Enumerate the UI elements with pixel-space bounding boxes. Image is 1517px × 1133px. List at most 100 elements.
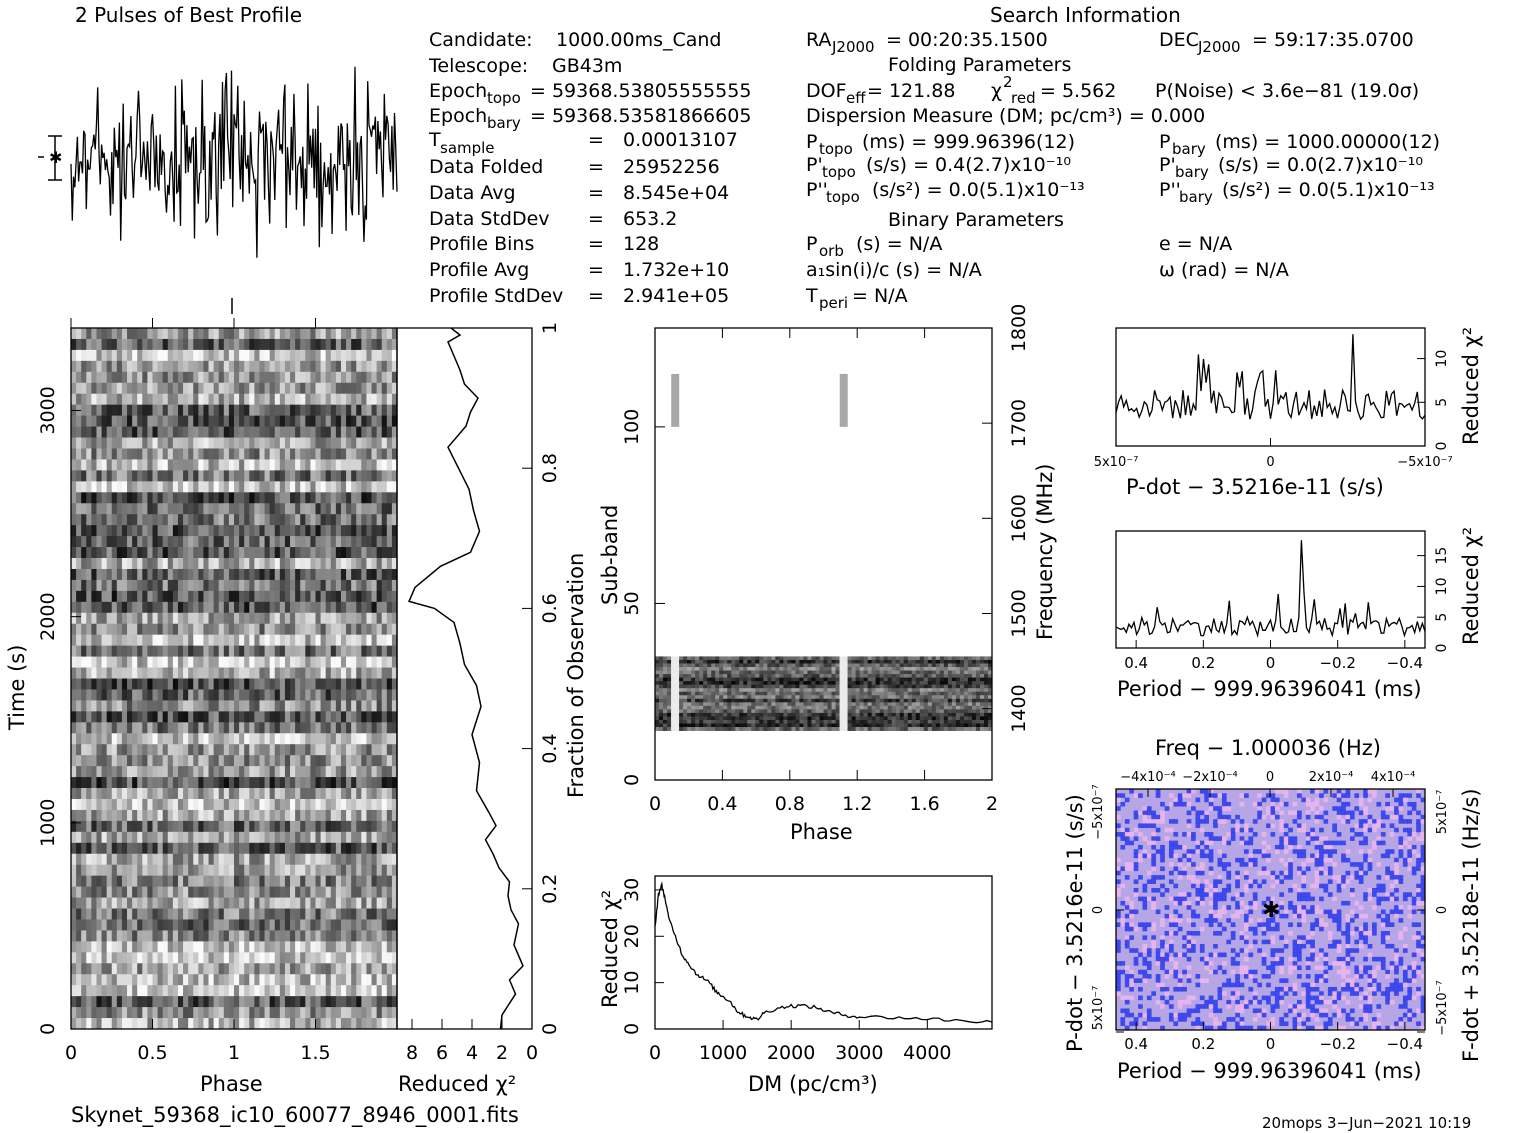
time-phase-cell	[356, 930, 362, 942]
time-phase-cell	[152, 744, 158, 756]
time-phase-cell	[76, 941, 82, 953]
pddtopo-sub: topo	[826, 188, 860, 206]
time-phase-cell	[91, 952, 97, 964]
time-phase-cell	[284, 503, 291, 515]
time-phase-cell	[167, 328, 174, 340]
time-phase-cell	[106, 634, 113, 647]
subband-cell	[951, 659, 957, 664]
time-phase-cell	[198, 744, 204, 756]
subband-cell	[795, 659, 800, 664]
time-phase-cell	[310, 481, 316, 493]
time-phase-cell	[330, 590, 337, 603]
info-value: 0.00013107	[623, 129, 738, 151]
time-phase-cell	[325, 393, 332, 406]
time-phase-cell	[132, 437, 138, 449]
time-phase-cell	[259, 481, 265, 493]
time-phase-cell	[290, 415, 296, 427]
time-phase-cell	[290, 492, 296, 504]
time-phase-cell	[290, 919, 296, 931]
subband-cell	[871, 684, 877, 689]
time-phase-cell	[188, 755, 194, 767]
time-phase-cell	[172, 338, 179, 351]
time-phase-cell	[376, 634, 383, 647]
time-phase-cell	[106, 382, 113, 395]
time-phase-cell	[121, 481, 128, 493]
time-phase-cell	[264, 798, 271, 811]
subband-cell	[807, 659, 812, 664]
time-phase-cell	[351, 809, 357, 822]
time-phase-cell	[198, 470, 204, 482]
time-phase-cell	[295, 492, 301, 504]
time-phase-cell	[244, 579, 250, 592]
time-phase-cell	[71, 919, 77, 931]
subband-cell	[699, 677, 704, 682]
time-phase-cell	[320, 908, 327, 920]
time-phase-cell	[361, 897, 367, 909]
subband-cell	[815, 656, 820, 661]
time-phase-cell	[244, 470, 250, 482]
time-phase-cell	[203, 853, 209, 866]
time-phase-cell	[86, 459, 92, 471]
time-phase-cell	[167, 426, 174, 438]
info-equals: =	[588, 233, 604, 255]
subband-cell	[739, 667, 744, 671]
subband-cell	[731, 659, 736, 664]
time-phase-cell	[259, 426, 265, 438]
time-phase-cell	[391, 985, 398, 997]
subband-cell	[847, 656, 852, 661]
time-phase-cell	[203, 634, 209, 647]
time-phase-cell	[295, 755, 301, 767]
time-phase-cell	[228, 349, 235, 362]
time-phase-cell	[346, 612, 352, 625]
time-phase-cell	[223, 568, 230, 581]
time-phase-cell	[351, 415, 357, 427]
time-phase-cell	[223, 415, 230, 427]
time-phase-cell	[152, 875, 158, 888]
time-phase-cell	[356, 952, 362, 964]
time-phase-cell	[300, 733, 306, 745]
time-phase-cell	[376, 623, 383, 636]
time-phase-cell	[249, 788, 255, 800]
time-phase-cell	[218, 667, 225, 679]
time-phase-cell	[172, 842, 179, 855]
time-phase-cell	[142, 820, 148, 833]
time-phase-cell	[137, 536, 143, 548]
time-phase-cell	[86, 415, 92, 427]
subband-cell	[867, 659, 873, 664]
time-phase-cell	[356, 338, 362, 351]
time-phase-cell	[223, 919, 230, 931]
time-phase-cell	[249, 733, 255, 745]
time-phase-cell	[91, 470, 97, 482]
time-phase-cell	[361, 612, 367, 625]
time-phase-cell	[295, 952, 301, 964]
subband-cell	[719, 677, 724, 682]
time-phase-cell	[279, 875, 286, 888]
time-phase-cell	[254, 952, 260, 964]
time-phase-cell	[96, 426, 102, 438]
time-phase-cell	[132, 568, 138, 581]
time-phase-cell	[142, 481, 148, 493]
time-phase-cell	[142, 645, 148, 657]
time-phase-cell	[152, 1018, 158, 1030]
time-phase-cell	[300, 864, 306, 877]
time-phase-cell	[223, 459, 230, 471]
time-phase-cell	[300, 941, 306, 953]
time-phase-cell	[81, 503, 87, 515]
subband-cell	[751, 656, 756, 661]
time-phase-cell	[193, 842, 199, 855]
time-phase-cell	[127, 547, 133, 559]
time-phase-cell	[106, 1007, 113, 1019]
time-phase-cell	[315, 634, 321, 647]
time-phase-cell	[101, 349, 108, 362]
time-phase-cell	[386, 952, 393, 964]
time-phase-cell	[213, 908, 220, 920]
time-phase-cell	[305, 853, 311, 866]
subband-cell	[799, 670, 804, 675]
subband-cell	[795, 670, 800, 675]
subband-cell	[867, 656, 873, 661]
subband-cell	[971, 674, 977, 678]
time-phase-cell	[376, 744, 383, 756]
time-phase-cell	[223, 645, 230, 657]
time-phase-cell	[106, 744, 113, 756]
time-phase-cell	[290, 601, 296, 614]
